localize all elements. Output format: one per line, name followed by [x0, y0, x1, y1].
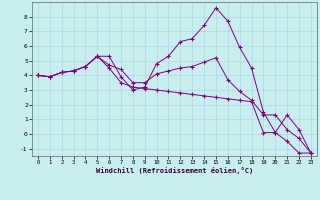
- X-axis label: Windchill (Refroidissement éolien,°C): Windchill (Refroidissement éolien,°C): [96, 167, 253, 174]
